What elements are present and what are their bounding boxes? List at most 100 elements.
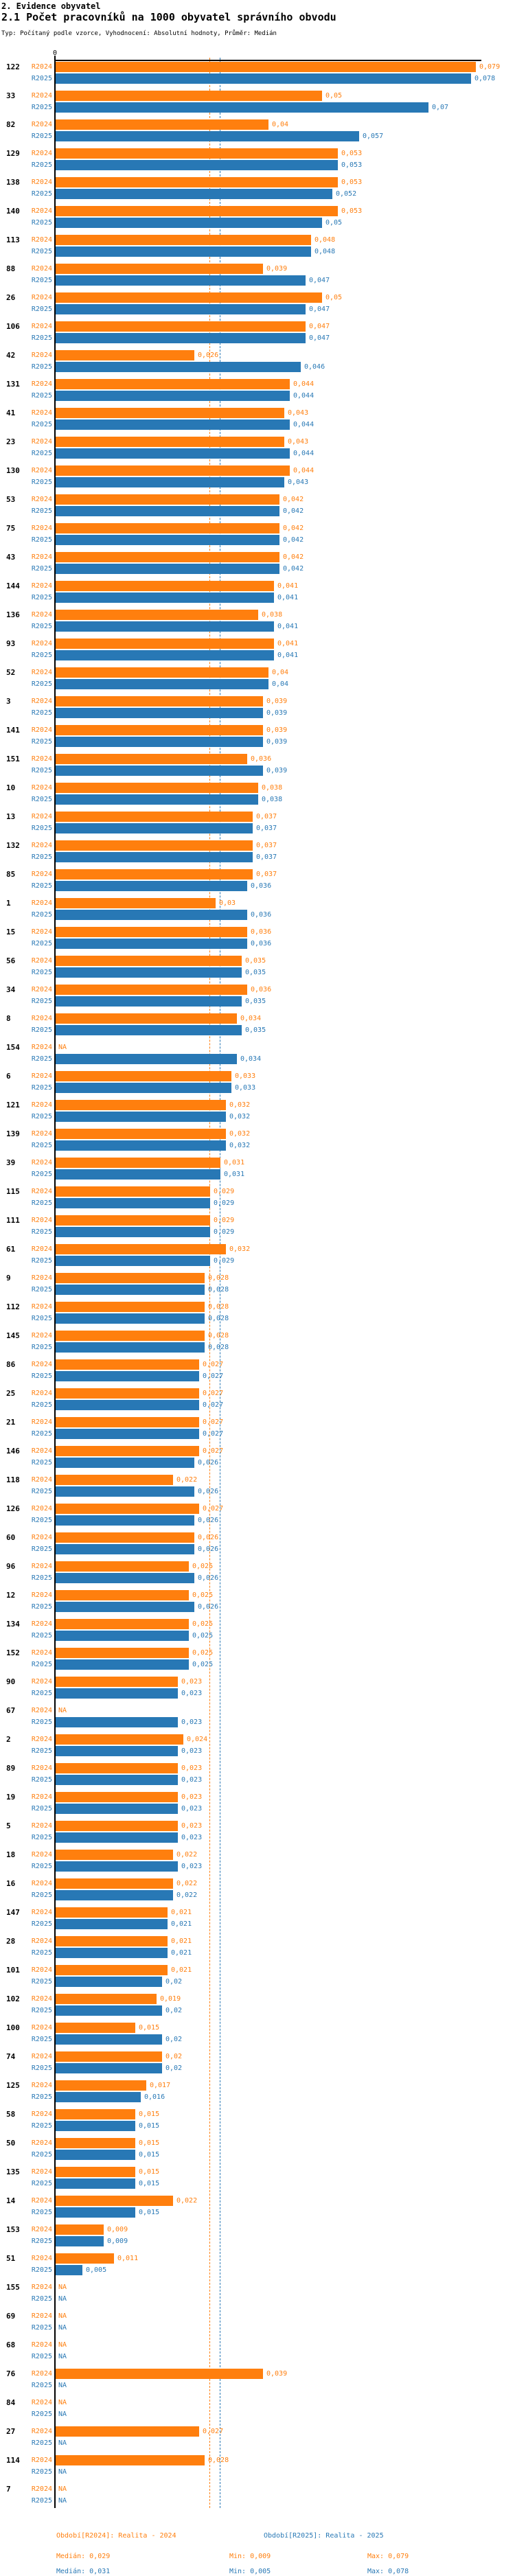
series-row-label-r2025: R2025 <box>31 2238 52 2245</box>
bar-r2024 <box>56 1907 168 1918</box>
series-row-label-r2025: R2025 <box>31 1632 52 1640</box>
y-axis-line <box>54 60 56 2508</box>
value-label: 0,036 <box>251 882 272 890</box>
group-id-label: 140 <box>6 207 20 216</box>
group-id-label: 60 <box>6 1533 16 1542</box>
series-row-label-r2024: R2024 <box>31 2255 52 2262</box>
bar-r2024 <box>56 1532 194 1543</box>
group-id-label: 33 <box>6 91 16 100</box>
series-row-label-r2024: R2024 <box>31 1591 52 1599</box>
value-label: 0,042 <box>283 525 304 532</box>
bar-r2025 <box>56 448 290 459</box>
series-row-label-r2024: R2024 <box>31 1678 52 1686</box>
bar-r2024 <box>56 1100 226 1110</box>
series-row-label-r2025: R2025 <box>31 1891 52 1899</box>
bar-r2025 <box>56 102 428 113</box>
bar-r2025 <box>56 2092 141 2102</box>
series-row-label-r2025: R2025 <box>31 738 52 746</box>
value-label: 0,043 <box>288 409 309 417</box>
group-id-label: 126 <box>6 1504 20 1513</box>
bar-r2025 <box>56 1977 162 1987</box>
series-row-label-r2025: R2025 <box>31 2093 52 2101</box>
bar-r2024 <box>56 1734 183 1745</box>
group-id-label: 88 <box>6 264 16 273</box>
bar-r2024 <box>56 2051 162 2062</box>
na-label: NA <box>58 2295 67 2303</box>
value-label: 0,022 <box>176 1880 198 1887</box>
value-label: 0,015 <box>139 2024 160 2032</box>
series-row-label-r2025: R2025 <box>31 2497 52 2505</box>
value-label: 0,044 <box>293 421 314 428</box>
series-row-label-r2025: R2025 <box>31 767 52 774</box>
bar-r2025 <box>56 1285 205 1295</box>
group-id-label: 41 <box>6 409 16 417</box>
bar-r2025 <box>56 275 306 286</box>
bar-r2024 <box>56 1965 168 1975</box>
group-id-label: 16 <box>6 1879 16 1888</box>
value-label: 0,025 <box>192 1661 214 1668</box>
value-label: 0,047 <box>309 306 330 313</box>
value-label: 0,023 <box>181 1678 203 1686</box>
bar-r2025 <box>56 910 247 920</box>
series-row-label-r2024: R2024 <box>31 1620 52 1628</box>
series-row-label-r2024: R2024 <box>31 2284 52 2291</box>
series-row-label-r2025: R2025 <box>31 363 52 371</box>
series-row-label-r2025: R2025 <box>31 853 52 861</box>
group-id-label: 84 <box>6 2398 16 2407</box>
bar-r2025 <box>56 996 242 1007</box>
bar-r2024 <box>56 696 263 706</box>
series-row-label-r2025: R2025 <box>31 1834 52 1841</box>
value-label: 0,057 <box>363 133 384 140</box>
series-row-label-r2025: R2025 <box>31 1661 52 1668</box>
bar-r2025 <box>56 1227 210 1237</box>
bar-r2025 <box>56 391 290 401</box>
series-row-label-r2024: R2024 <box>31 611 52 619</box>
series-row-label-r2025: R2025 <box>31 1488 52 1495</box>
value-label: 0,039 <box>266 767 288 774</box>
group-id-label: 125 <box>6 2081 20 2090</box>
group-id-label: 61 <box>6 1245 16 1254</box>
series-row-label-r2025: R2025 <box>31 161 52 169</box>
value-label: 0,039 <box>266 709 288 717</box>
value-label: 0,035 <box>245 969 266 976</box>
series-row-label-r2024: R2024 <box>31 150 52 157</box>
series-row-label-r2024: R2024 <box>31 1534 52 1541</box>
series-row-label-r2025: R2025 <box>31 1430 52 1438</box>
bar-r2025 <box>56 1371 199 1381</box>
bar-r2025 <box>56 218 322 228</box>
bar-r2024 <box>56 783 258 793</box>
stat-median-r2024: Medián: 0,029 <box>56 2553 111 2560</box>
value-label: 0,05 <box>325 294 343 301</box>
series-row-label-r2024: R2024 <box>31 1822 52 1830</box>
bar-r2024 <box>56 1475 173 1485</box>
bar-r2024 <box>56 2455 205 2465</box>
bar-r2025 <box>56 1688 178 1699</box>
series-row-label-r2024: R2024 <box>31 842 52 849</box>
bar-r2024 <box>56 1417 199 1427</box>
value-label: 0,039 <box>266 2370 288 2378</box>
value-label: 0,024 <box>187 1736 208 1743</box>
bar-r2024 <box>56 2109 135 2119</box>
value-label: 0,022 <box>176 1891 198 1899</box>
bar-r2024 <box>56 1186 210 1197</box>
group-id-label: 56 <box>6 956 16 965</box>
series-row-label-r2025: R2025 <box>31 565 52 573</box>
value-label: 0,038 <box>262 784 283 792</box>
series-row-label-r2025: R2025 <box>31 911 52 919</box>
group-id-label: 86 <box>6 1360 16 1369</box>
group-id-label: 26 <box>6 293 16 302</box>
value-label: 0,027 <box>203 1401 224 1409</box>
value-label: 0,044 <box>293 450 314 457</box>
value-label: 0,043 <box>288 479 309 486</box>
value-label: 0,05 <box>325 219 343 227</box>
bar-r2025 <box>56 1515 194 1526</box>
value-label: 0,079 <box>479 63 501 71</box>
bar-r2024 <box>56 2224 104 2235</box>
value-label: 0,036 <box>251 928 272 936</box>
na-label: NA <box>58 2399 67 2406</box>
bar-r2025 <box>56 506 279 516</box>
group-id-label: 82 <box>6 120 16 129</box>
value-label: 0,025 <box>192 1563 214 1570</box>
value-label: 0,032 <box>229 1130 251 1138</box>
series-row-label-r2025: R2025 <box>31 1978 52 1986</box>
